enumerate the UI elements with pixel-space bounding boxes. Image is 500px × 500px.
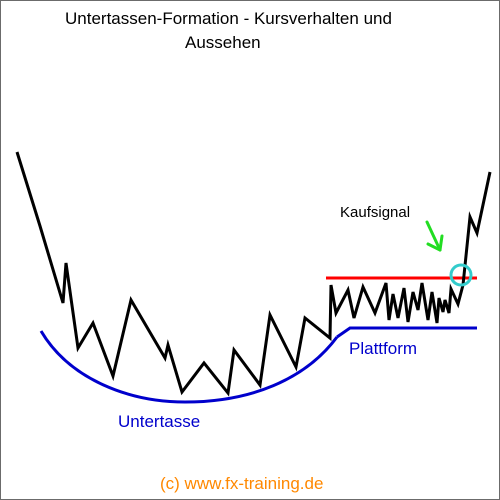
buy-signal-label: Kaufsignal [340,204,410,221]
saucer-label: Untertasse [118,412,200,431]
platform-label: Plattform [349,339,417,358]
saucer-curve [39,330,339,404]
title-line-1: Untertassen-Formation - Kursverhalten un… [65,9,392,28]
copyright-footer: (c) www.fx-training.de [160,474,323,493]
price-line [15,151,492,397]
title-line-2: Aussehen [185,33,261,52]
platform-line [336,326,477,339]
breakout-circle-icon [449,263,473,287]
green-arrow-icon [425,220,444,252]
